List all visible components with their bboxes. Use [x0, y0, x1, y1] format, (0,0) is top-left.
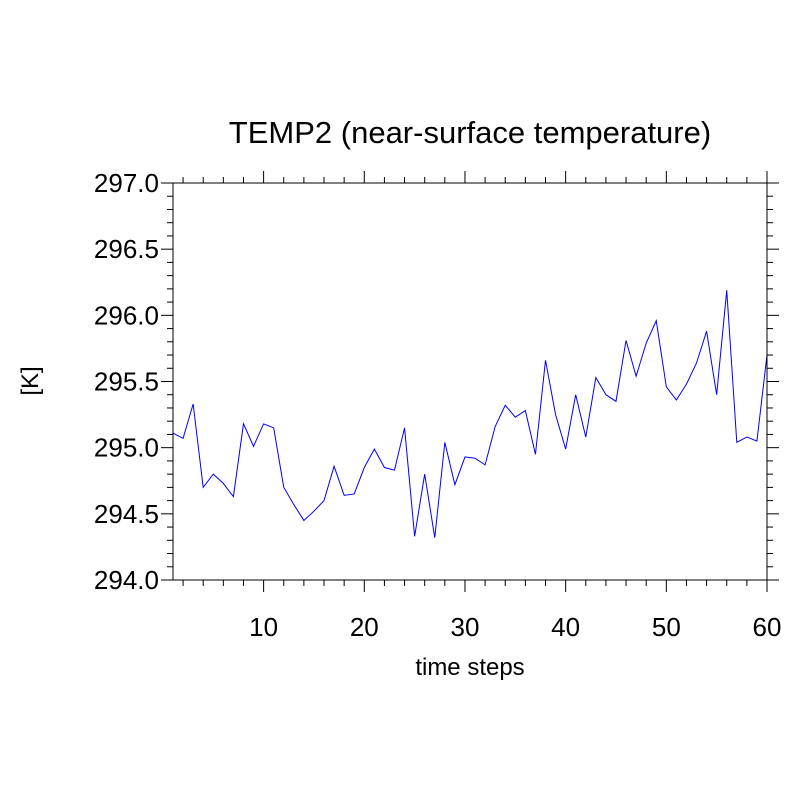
x-tick-label: 40	[551, 612, 580, 642]
x-tick-label: 20	[350, 612, 379, 642]
y-axis-label: [K]	[17, 366, 44, 395]
x-axis-label: time steps	[415, 654, 524, 681]
y-tick-labels: 294.0 294.5 295.0 295.5 296.0 296.5 297.0	[94, 168, 159, 595]
y-tick-label: 294.5	[94, 499, 159, 529]
y-tick-label: 296.0	[94, 300, 159, 330]
series-line	[172, 290, 768, 538]
y-tick-label: 297.0	[94, 168, 159, 198]
chart-title: TEMP2 (near-surface temperature)	[229, 115, 711, 150]
x-tick-labels: 10 20 30 40 50 60	[249, 612, 781, 642]
y-tick-label: 295.5	[94, 367, 159, 397]
y-tick-label: 295.0	[94, 433, 159, 463]
x-tick-label: 10	[249, 612, 278, 642]
y-tick-label: 294.0	[94, 565, 159, 595]
x-tick-label: 30	[451, 612, 480, 642]
ticks-layer	[161, 171, 779, 592]
plot-frame	[172, 182, 768, 581]
x-tick-label: 60	[753, 612, 782, 642]
x-tick-label: 50	[652, 612, 681, 642]
y-tick-label: 296.5	[94, 234, 159, 264]
